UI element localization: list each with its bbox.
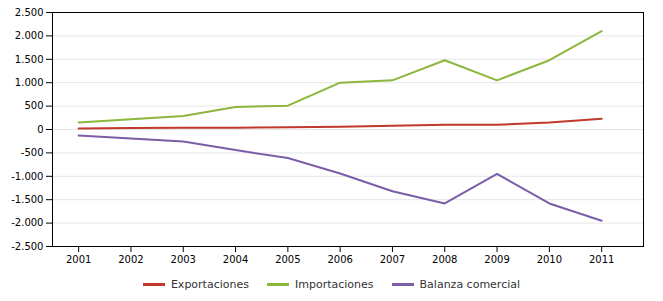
svg-text:-2.500: -2.500 — [11, 241, 43, 252]
svg-text:2003: 2003 — [171, 254, 196, 265]
svg-text:500: 500 — [24, 100, 43, 111]
svg-text:1.500: 1.500 — [15, 54, 44, 65]
svg-text:2001: 2001 — [66, 254, 91, 265]
html-text:Exportaciones: Exportaciones — [170, 277, 249, 291]
svg-text:1.000: 1.000 — [15, 77, 44, 88]
svg-text:2010: 2010 — [537, 254, 562, 265]
svg-text:2.500: 2.500 — [15, 7, 44, 18]
svg-text:2009: 2009 — [484, 254, 509, 265]
svg-text:-2.000: -2.000 — [11, 217, 43, 228]
svg-text:2011: 2011 — [589, 254, 614, 265]
svg-text:-1.000: -1.000 — [11, 171, 43, 182]
svg-text:-500: -500 — [21, 147, 44, 158]
svg-text:-1.500: -1.500 — [11, 194, 43, 205]
svg-text:2005: 2005 — [275, 254, 300, 265]
svg-text:0: 0 — [37, 124, 43, 135]
svg-text:2002: 2002 — [118, 254, 143, 265]
html-text:Balanza comercial: Balanza comercial — [419, 277, 521, 291]
svg-text:2.000: 2.000 — [15, 30, 44, 41]
svg-text:2006: 2006 — [327, 254, 352, 265]
svg-text:2007: 2007 — [380, 254, 405, 265]
svg-text:2004: 2004 — [223, 254, 248, 265]
svg-text:2008: 2008 — [432, 254, 457, 265]
html-text:Importaciones: Importaciones — [295, 277, 374, 291]
